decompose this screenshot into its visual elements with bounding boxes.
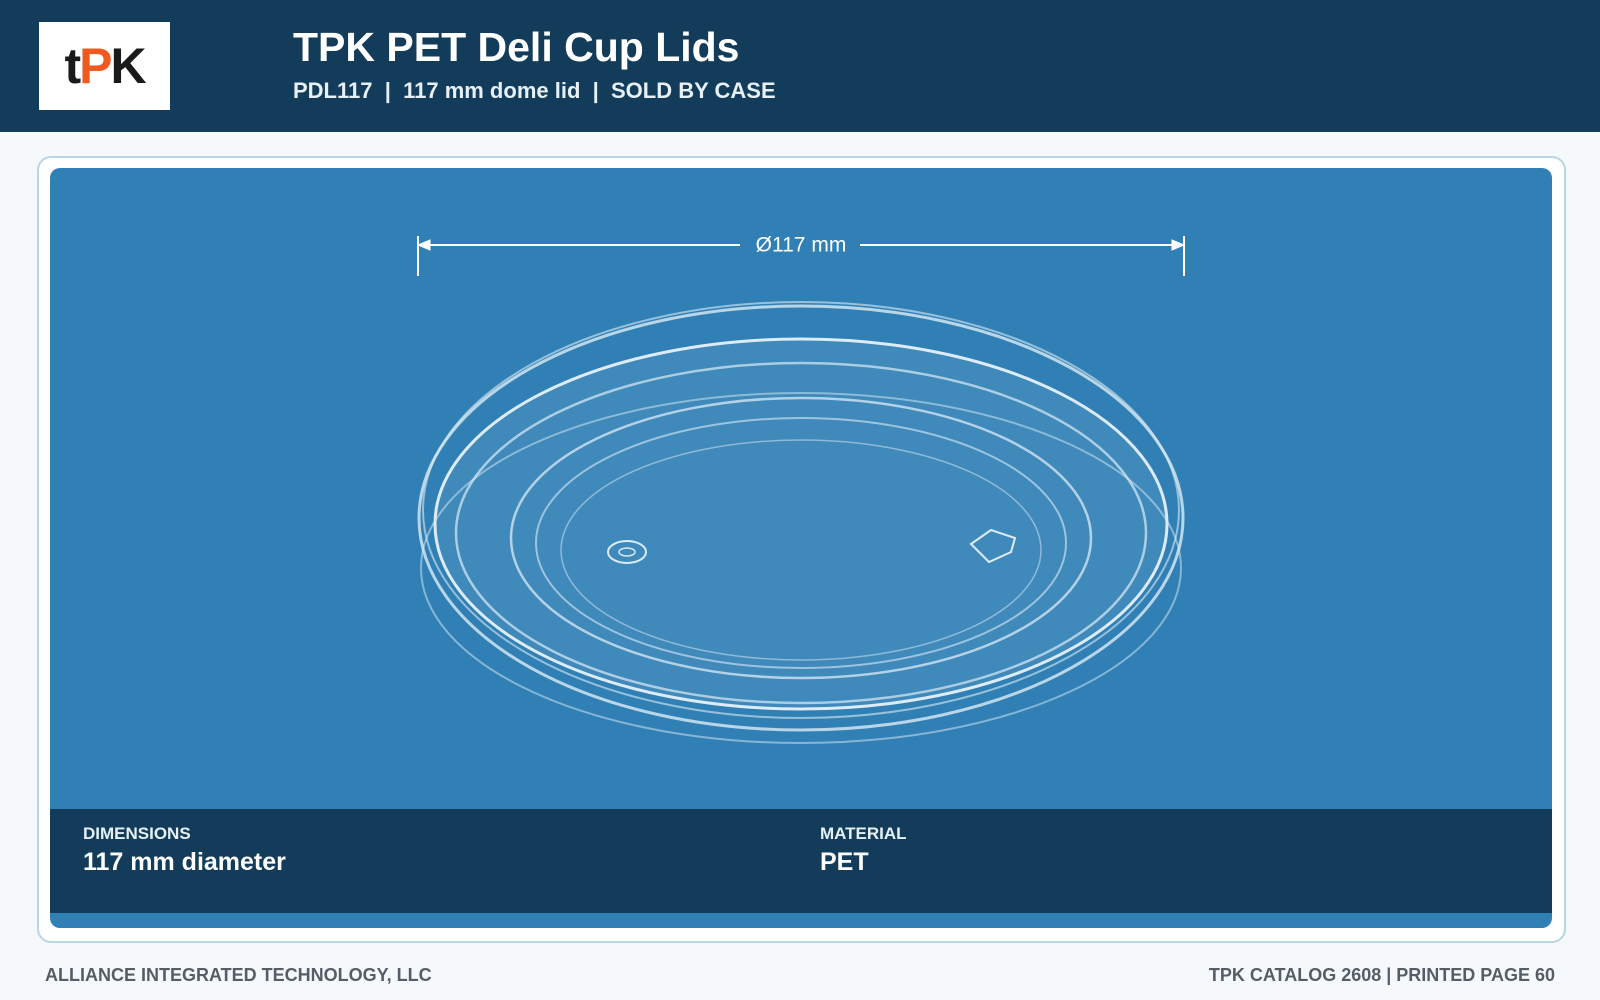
logo-p: P <box>79 38 112 94</box>
logo-k: K <box>110 38 146 94</box>
spec-value: 117 mm diameter <box>83 848 286 876</box>
footer-left: ALLIANCE INTEGRATED TECHNOLOGY, LLC <box>45 965 432 985</box>
subtitle: PDL117 | 117 mm dome lid | SOLD BY CASE <box>293 78 776 103</box>
lid-illustration: Ø117 mm <box>416 234 1186 744</box>
dimension-line <box>416 236 1186 276</box>
footer-right: TPK CATALOG 2608 | PRINTED PAGE 60 <box>1208 965 1555 985</box>
title: TPK PET Deli Cup Lids <box>293 24 740 70</box>
spec-label: DIMENSIONS <box>83 824 191 843</box>
product-panel: Ø117 mm DIMENSIONS 117 mm diameter MATER… <box>50 168 1552 928</box>
spec-label: MATERIAL <box>820 824 907 843</box>
logo-t: t <box>64 38 81 94</box>
spec-band: DIMENSIONS 117 mm diameter MATERIAL PET <box>50 809 1552 913</box>
spec-value: PET <box>820 848 869 876</box>
lid <box>417 301 1185 744</box>
dimension-label: Ø117 mm <box>756 234 847 257</box>
